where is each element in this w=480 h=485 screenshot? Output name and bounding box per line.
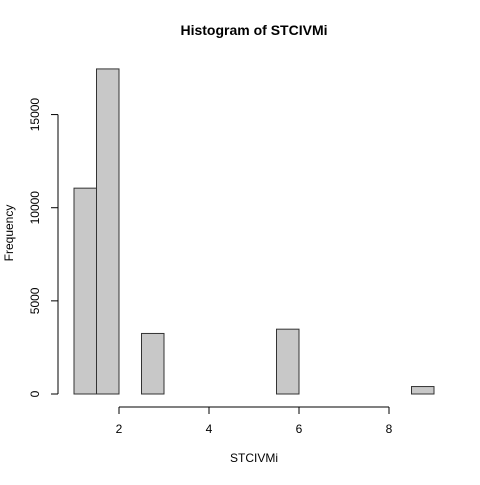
y-tick-label-5000: 5000 <box>28 287 42 314</box>
y-tick-label-15000: 15000 <box>28 98 42 132</box>
y-tick-label-10000: 10000 <box>28 191 42 225</box>
x-tick-label-6: 6 <box>296 422 303 436</box>
x-tick-label-8: 8 <box>386 422 393 436</box>
histogram-bar-0 <box>73 187 97 395</box>
x-axis: 2 4 6 8 <box>116 406 393 436</box>
histogram-bars <box>73 68 435 395</box>
histogram-bar-9 <box>276 328 300 395</box>
y-tick-label-0: 0 <box>28 390 42 397</box>
x-tick-label-2: 2 <box>116 422 123 436</box>
y-axis: 0 5000 10000 15000 <box>28 98 59 397</box>
chart-title: Histogram of STCIVMi <box>180 22 327 38</box>
histogram-bar-1 <box>96 68 120 395</box>
y-axis-label: Frequency <box>2 205 16 262</box>
histogram-bar-3 <box>141 332 165 395</box>
x-tick-label-4: 4 <box>206 422 213 436</box>
histogram-bar-15 <box>411 386 435 395</box>
x-axis-label: STCIVMi <box>230 451 278 465</box>
